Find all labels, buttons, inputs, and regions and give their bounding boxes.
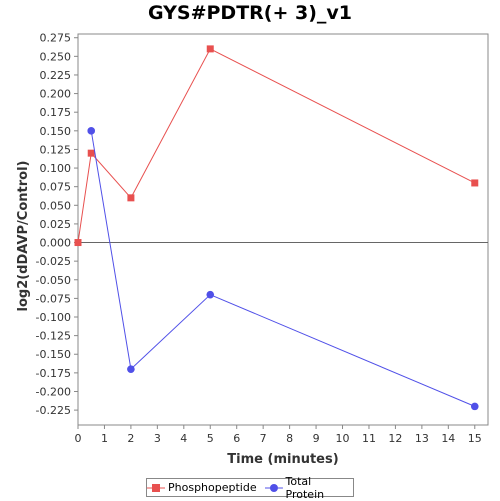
data-point-total-protein (206, 290, 215, 299)
data-point-total-protein (470, 402, 479, 411)
x-tick-label: 4 (180, 432, 187, 445)
data-point-phosphopeptide (206, 45, 214, 53)
x-tick-label: 6 (233, 432, 240, 445)
data-point-phosphopeptide (74, 239, 82, 247)
x-tick-label: 3 (154, 432, 161, 445)
y-tick-label: -0.100 (36, 311, 71, 324)
chart-title: GYS#PDTR(+ 3)_v1 (147, 2, 353, 24)
data-point-phosphopeptide (471, 179, 479, 187)
y-tick-label: -0.025 (36, 255, 71, 268)
legend-label-total-protein: Total Protein (285, 474, 325, 501)
x-tick-label: 9 (313, 432, 320, 445)
plot-frame (77, 33, 489, 426)
x-tick-label: 2 (127, 432, 134, 445)
y-tick-label: 0.000 (40, 237, 72, 250)
data-point-phosphopeptide (127, 194, 135, 202)
y-tick-label: 0.200 (40, 88, 72, 101)
x-tick-label: 11 (362, 432, 376, 445)
x-tick-label: 1 (101, 432, 108, 445)
data-point-phosphopeptide (87, 149, 95, 157)
legend-swatch-total-protein (264, 483, 283, 492)
x-tick-label: 14 (441, 432, 455, 445)
y-tick-label: -0.225 (36, 404, 71, 417)
y-tick-label: 0.125 (40, 143, 72, 156)
y-tick-label: 0.150 (40, 125, 72, 138)
y-tick-label: -0.075 (36, 292, 71, 305)
x-tick-label: 12 (388, 432, 402, 445)
legend: Phosphopeptide Total Protein (146, 475, 354, 501)
data-point-total-protein (127, 365, 135, 373)
legend-swatch-phosphopeptide (147, 483, 165, 492)
x-tick-label: 8 (286, 432, 293, 445)
y-tick-label: 0.225 (40, 69, 72, 82)
x-tick-label: 15 (468, 432, 482, 445)
y-tick-label: -0.125 (36, 330, 71, 343)
y-tick-label: 0.250 (40, 50, 72, 63)
series-line-phosphopeptide (77, 48, 476, 243)
y-tick-label: -0.150 (36, 348, 71, 361)
y-tick-label: -0.175 (36, 367, 71, 380)
x-tick-label: 5 (207, 432, 214, 445)
y-tick-label: 0.025 (40, 218, 72, 231)
legend-item-phosphopeptide: Phosphopeptide (147, 481, 257, 494)
data-point-total-protein (87, 127, 96, 135)
y-tick-label: 0.175 (40, 106, 72, 119)
x-axis-label: Time (minutes) (227, 452, 339, 467)
legend-label-phosphopeptide: Phosphopeptide (168, 481, 257, 494)
y-tick-label: 0.050 (40, 199, 72, 212)
x-tick-label: 0 (75, 432, 82, 445)
y-tick-label: 0.075 (40, 181, 72, 194)
legend-item-total-protein: Total Protein (264, 474, 353, 501)
x-tick-label: 10 (336, 432, 350, 445)
y-tick-label: 0.275 (40, 32, 72, 45)
y-tick-label: -0.200 (36, 385, 71, 398)
y-tick-label: -0.050 (36, 274, 71, 287)
x-tick-label: 7 (260, 432, 267, 445)
x-tick-label: 13 (415, 432, 429, 445)
series-line-total-protein (90, 130, 475, 407)
y-tick-label: 0.100 (40, 162, 72, 175)
